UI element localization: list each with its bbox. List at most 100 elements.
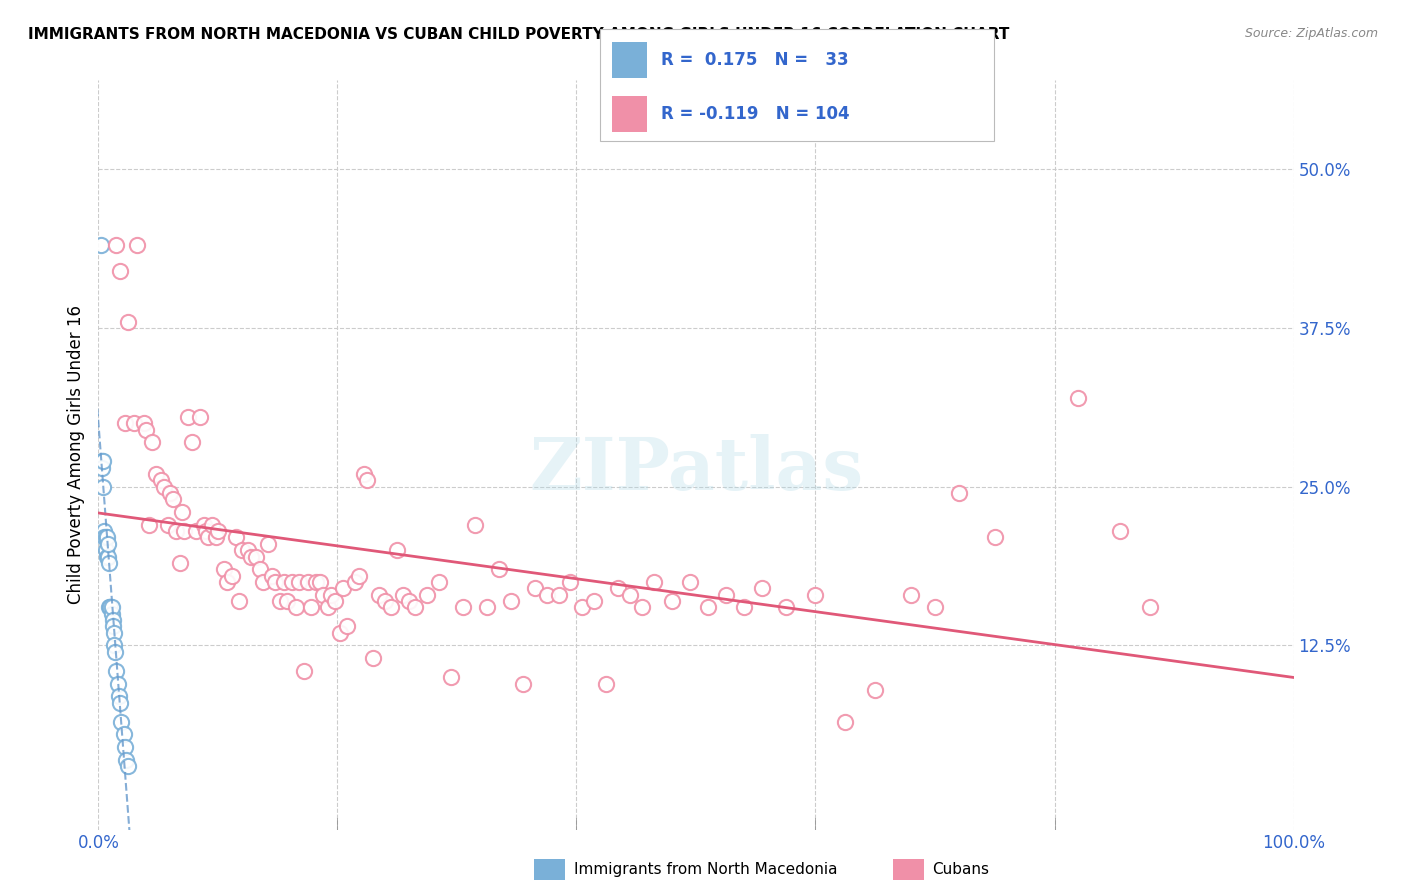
Point [398,594,420,608]
Point [173,524,195,538]
Point [186,524,208,538]
Point [281,574,304,589]
Point [188,409,211,424]
Point [308,574,330,589]
Point [451,600,474,615]
Point [305,574,328,589]
Point [368,588,391,602]
Point [321,588,343,602]
Text: Source: ZipAtlas.com: Source: ZipAtlas.com [1244,27,1378,40]
Point [138,517,160,532]
Point [156,517,179,532]
Point [499,594,522,608]
Point [204,531,226,545]
Point [292,664,315,678]
Point [100,600,122,615]
Text: Cubans: Cubans [932,863,990,877]
Point [276,594,298,608]
Point [177,409,200,424]
Point [804,588,827,602]
Point [221,568,243,582]
Point [236,543,259,558]
Point [571,600,593,615]
Point [91,454,114,468]
Point [117,759,139,773]
Point [512,676,534,690]
Point [547,588,569,602]
Point [697,600,720,615]
Point [865,682,887,697]
Point [165,524,187,538]
Point [93,531,115,545]
Point [97,537,120,551]
Point [631,600,654,615]
Point [125,238,148,252]
Point [108,264,131,278]
Point [180,435,202,450]
Point [103,639,125,653]
Point [488,562,510,576]
Point [169,556,191,570]
Point [284,600,307,615]
Point [97,549,120,564]
Point [153,480,176,494]
Point [329,625,352,640]
Point [159,486,181,500]
Point [110,714,132,729]
Point [225,531,247,545]
Point [114,416,136,430]
Point [595,676,617,690]
Point [212,562,235,576]
Point [172,505,194,519]
Point [124,416,146,430]
Point [94,543,117,558]
Point [207,524,229,538]
Point [114,739,136,754]
Point [105,664,128,678]
Point [240,549,263,564]
Point [374,594,396,608]
Point [101,613,124,627]
Point [96,531,118,545]
Point [264,574,287,589]
Point [427,574,450,589]
Point [103,625,125,640]
Point [560,574,582,589]
Point [93,524,115,538]
Point [149,473,172,487]
Point [312,588,335,602]
Point [252,574,274,589]
Point [98,600,122,615]
Point [245,549,267,564]
Point [392,588,415,602]
Point [108,696,131,710]
Point [115,753,138,767]
Point [523,581,546,595]
Point [714,588,737,602]
Point [107,676,129,690]
Point [162,492,184,507]
Point [104,645,127,659]
Point [536,588,558,602]
Point [607,581,630,595]
Point [91,460,114,475]
Point [90,238,112,252]
Point [619,588,641,602]
Point [91,480,114,494]
Point [900,588,922,602]
Point [316,600,339,615]
Text: R = -0.119   N = 104: R = -0.119 N = 104 [661,104,849,123]
Point [948,486,970,500]
Point [297,574,319,589]
Point [336,619,359,633]
Point [101,619,124,633]
Point [1139,600,1161,615]
Point [733,600,755,615]
Point [228,594,250,608]
Point [100,607,122,621]
Point [273,574,295,589]
Point [231,543,253,558]
Point [464,517,486,532]
Point [197,531,219,545]
Point [380,600,402,615]
